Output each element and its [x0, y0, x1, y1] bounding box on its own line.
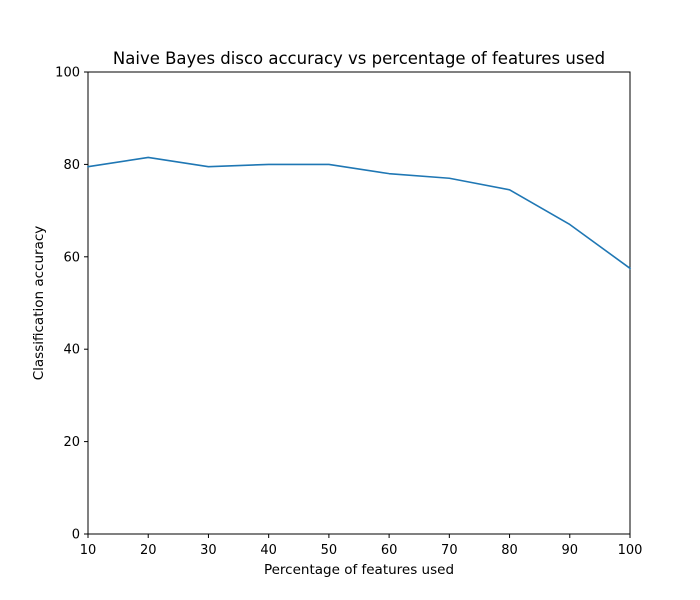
y-tick-label: 60	[63, 250, 80, 265]
y-tick-label: 100	[55, 66, 80, 81]
x-tick-label: 60	[381, 543, 398, 558]
x-tick-label: 30	[200, 543, 217, 558]
y-tick-label: 80	[63, 158, 80, 173]
plot-area: 0 20 40 60 80 100 10 20 30 40 50 60 70 80 90 100	[55, 66, 642, 559]
x-tick-label: 10	[80, 543, 97, 558]
x-tick-label: 70	[441, 543, 458, 558]
x-tick-label: 20	[140, 543, 157, 558]
series-layer	[87, 156, 632, 270]
x-tick-label: 90	[562, 543, 579, 558]
chart-title: Naive Bayes disco accuracy vs percentage…	[113, 49, 605, 68]
x-tick-label: 40	[260, 543, 277, 558]
y-tick-label: 0	[72, 528, 80, 543]
y-tick-label: 20	[63, 435, 80, 450]
x-axis: 10 20 30 40 50 60 70 80 90 100	[80, 534, 643, 558]
y-axis-label: Classification accuracy	[31, 226, 47, 381]
x-axis-label: Percentage of features used	[264, 562, 454, 578]
y-axis: 0 20 40 60 80 100	[55, 66, 88, 543]
x-tick-label: 100	[618, 543, 643, 558]
x-tick-label: 80	[501, 543, 518, 558]
plot-frame	[87, 71, 631, 535]
y-tick-label: 40	[63, 343, 80, 358]
series-line	[87, 156, 632, 270]
x-tick-label: 50	[321, 543, 338, 558]
